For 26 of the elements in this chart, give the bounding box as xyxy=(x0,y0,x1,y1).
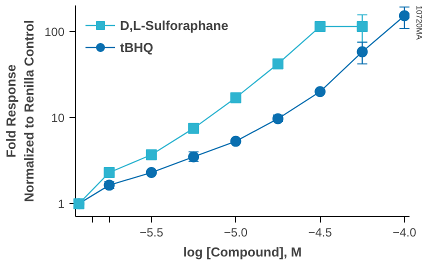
point xyxy=(314,21,326,32)
point xyxy=(356,21,368,32)
x-tick-label: −5.5 xyxy=(140,226,164,240)
x-axis-title: log [Compound], M xyxy=(183,244,302,260)
y-tick-label: 100 xyxy=(44,24,65,39)
point xyxy=(272,58,284,70)
point xyxy=(146,167,157,178)
legend-label: D,L-Sulforaphane xyxy=(120,18,228,32)
point xyxy=(230,92,242,104)
legend-label: tBHQ xyxy=(120,40,154,54)
y-axis-title: Fold Response Normalized to Renilla Control xyxy=(3,20,36,202)
y-tick-label: 10 xyxy=(51,111,65,126)
text: 10720MA xyxy=(414,6,424,40)
point xyxy=(398,10,410,22)
y-tick-label: 1 xyxy=(58,197,65,212)
x-tick-label: −5.0 xyxy=(224,226,248,240)
point xyxy=(146,149,157,160)
point xyxy=(356,46,368,58)
x-tick-label: −4.5 xyxy=(308,226,332,240)
point xyxy=(188,122,200,134)
point xyxy=(272,113,284,124)
point xyxy=(104,167,115,178)
point xyxy=(73,198,84,210)
point xyxy=(230,136,242,147)
point xyxy=(314,86,326,98)
x-tick-label: −4.0 xyxy=(392,226,417,240)
